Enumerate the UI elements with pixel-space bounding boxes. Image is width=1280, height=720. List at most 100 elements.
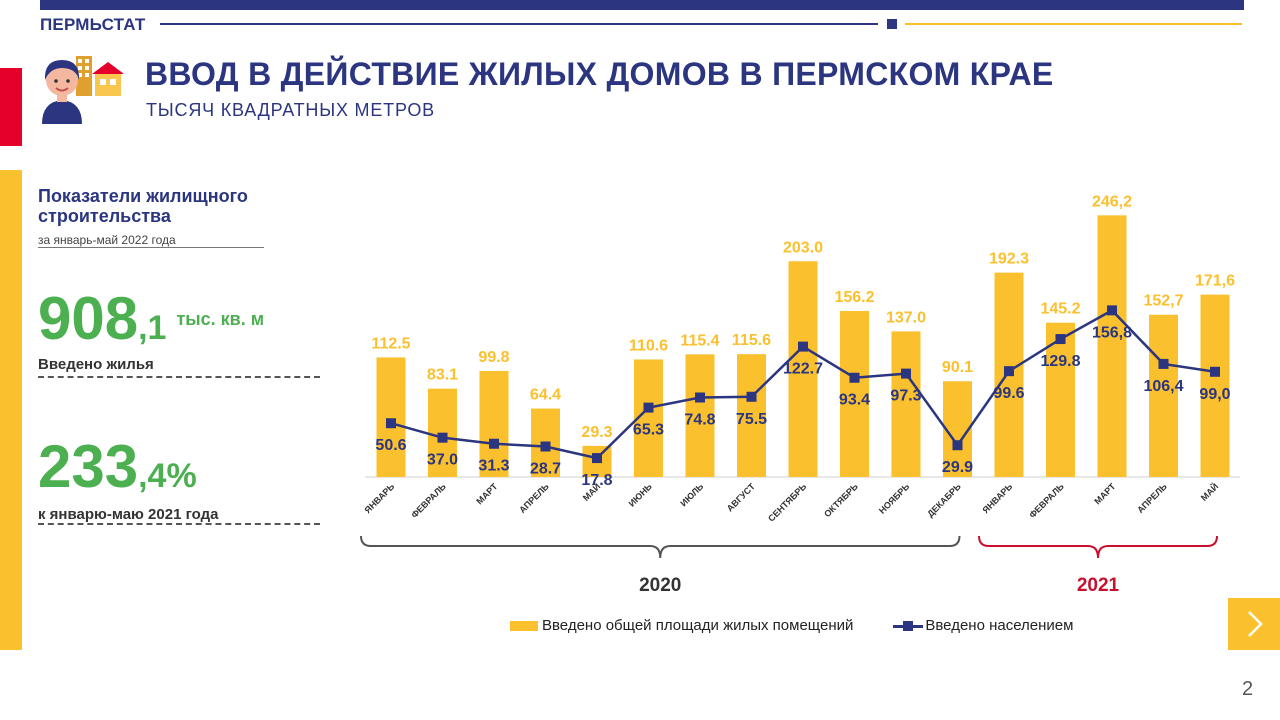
bar bbox=[1046, 322, 1075, 477]
legend-item-bars: Введено общей площади жилых помещений bbox=[510, 617, 853, 634]
x-tick-label: ЯНВАРЬ bbox=[362, 481, 396, 515]
header-rule-yellow bbox=[905, 23, 1242, 25]
bar bbox=[840, 310, 869, 477]
x-tick-label: НОЯБРЬ bbox=[877, 481, 912, 516]
bar-value-label: 156.2 bbox=[834, 289, 874, 306]
kpi-growth-percent: 233,4% bbox=[38, 432, 197, 501]
kpi-housing-decimal: ,1 bbox=[138, 309, 167, 347]
group-label: 2020 bbox=[639, 575, 681, 596]
x-tick-label: СЕНТЯБРЬ bbox=[766, 481, 809, 524]
legend-item-line: Введено населением bbox=[853, 617, 1073, 634]
line-value-label: 31.3 bbox=[478, 458, 509, 475]
line-point bbox=[489, 438, 499, 449]
top-bar bbox=[40, 0, 1244, 10]
x-tick-label: МАРТ bbox=[1092, 481, 1117, 506]
kpi-growth-integer: 233 bbox=[38, 433, 139, 500]
x-tick-label: АПРЕЛЬ bbox=[517, 481, 551, 515]
header-rule-square bbox=[887, 19, 897, 29]
bar bbox=[685, 354, 715, 477]
group-label: 2021 bbox=[1077, 575, 1120, 596]
line-value-label: 97.3 bbox=[890, 388, 921, 405]
bar-value-label: 203.0 bbox=[783, 239, 823, 256]
side-heading: Показатели жилищного строительства bbox=[38, 186, 248, 226]
line-point bbox=[437, 432, 448, 443]
chevron-right-icon bbox=[1248, 611, 1263, 637]
line-point bbox=[1210, 366, 1220, 377]
bar-value-label: 115.6 bbox=[732, 332, 771, 349]
bar-value-label: 112.5 bbox=[371, 335, 410, 352]
group-bracket bbox=[978, 535, 1218, 559]
bar bbox=[1200, 294, 1230, 477]
x-tick-label: АПРЕЛЬ bbox=[1135, 481, 1169, 515]
kpi-housing-integer: 908 bbox=[38, 285, 139, 352]
bar-value-label: 115.4 bbox=[680, 332, 719, 349]
line-value-label: 75.5 bbox=[736, 411, 767, 428]
group-bracket bbox=[360, 535, 961, 559]
bar bbox=[1097, 215, 1127, 477]
bar bbox=[737, 354, 766, 477]
accent-bar-yellow bbox=[0, 170, 22, 650]
x-tick-label: ИЮЛЬ bbox=[678, 481, 705, 508]
line-point bbox=[592, 453, 602, 464]
line-point bbox=[540, 441, 551, 452]
line-value-label: 99.6 bbox=[993, 385, 1024, 402]
bar bbox=[943, 381, 972, 477]
line-value-label: 17.8 bbox=[581, 472, 612, 489]
line-value-label: 99,0 bbox=[1199, 386, 1230, 403]
x-tick-label: ИЮНЬ bbox=[627, 481, 655, 509]
line-point bbox=[386, 418, 396, 429]
x-tick-label: ОКТЯБРЬ bbox=[822, 481, 860, 519]
bar-value-label: 192.3 bbox=[989, 251, 1029, 268]
next-slide-button[interactable] bbox=[1228, 598, 1280, 650]
line-value-label: 122.7 bbox=[783, 361, 823, 378]
bar-value-label: 110.6 bbox=[629, 337, 668, 354]
brand-name: ПЕРМЬСТАТ bbox=[40, 15, 146, 34]
line-point bbox=[798, 341, 808, 352]
page-number: 2 bbox=[1242, 678, 1254, 700]
x-tick-label: ДЕКАБРЬ bbox=[925, 481, 963, 519]
bar bbox=[1149, 314, 1178, 477]
bar-value-label: 137.0 bbox=[886, 309, 926, 326]
page-subtitle: ТЫСЯЧ КВАДРАТНЫХ МЕТРОВ bbox=[146, 100, 435, 120]
dashed-divider bbox=[38, 376, 320, 378]
kpi-growth-decimal: ,4% bbox=[138, 457, 197, 495]
header-rule-blue bbox=[160, 23, 878, 25]
line-point bbox=[1107, 305, 1117, 316]
line-value-label: 28.7 bbox=[530, 460, 561, 477]
x-tick-label: МАРТ bbox=[474, 481, 499, 506]
bar bbox=[479, 370, 509, 477]
bar-value-label: 246,2 bbox=[1092, 193, 1132, 210]
bar-value-label: 145.2 bbox=[1040, 301, 1080, 318]
x-tick-label: ФЕВРАЛЬ bbox=[409, 481, 448, 520]
line-value-label: 65.3 bbox=[633, 422, 664, 439]
side-period: за январь-май 2022 года bbox=[38, 233, 176, 247]
kpi-housing-unit: тыс. кв. м bbox=[176, 309, 265, 329]
bar bbox=[891, 331, 921, 477]
x-tick-label: ФЕВРАЛЬ bbox=[1027, 481, 1066, 520]
bar-value-label: 152,7 bbox=[1143, 293, 1183, 310]
kpi-housing-label: Введено жилья bbox=[38, 356, 154, 373]
legend-label-line: Введено населением bbox=[925, 617, 1074, 634]
line-value-label: 106,4 bbox=[1143, 378, 1183, 395]
line-point bbox=[643, 402, 654, 413]
bar-value-label: 90.1 bbox=[942, 359, 973, 376]
line-point bbox=[695, 392, 705, 403]
line-point bbox=[952, 440, 963, 451]
line-point bbox=[746, 391, 757, 402]
bar bbox=[376, 357, 406, 477]
bar-value-label: 64.4 bbox=[530, 387, 561, 404]
legend-label-bars: Введено общей площади жилых помещений bbox=[542, 617, 854, 634]
bar bbox=[788, 261, 818, 477]
line-point bbox=[1004, 366, 1014, 377]
bar-value-label: 29.3 bbox=[581, 424, 612, 441]
period-underline bbox=[38, 247, 264, 248]
bar-value-label: 171,6 bbox=[1195, 273, 1235, 290]
kpi-growth-label: к январю-маю 2021 года bbox=[38, 506, 219, 523]
line-value-label: 93.4 bbox=[839, 392, 870, 409]
person-with-house-icon bbox=[42, 56, 124, 124]
legend-swatch-bar bbox=[510, 620, 538, 631]
line-value-label: 129.8 bbox=[1040, 353, 1080, 370]
line-point bbox=[901, 368, 911, 379]
x-tick-label: МАЙ bbox=[1198, 481, 1220, 503]
